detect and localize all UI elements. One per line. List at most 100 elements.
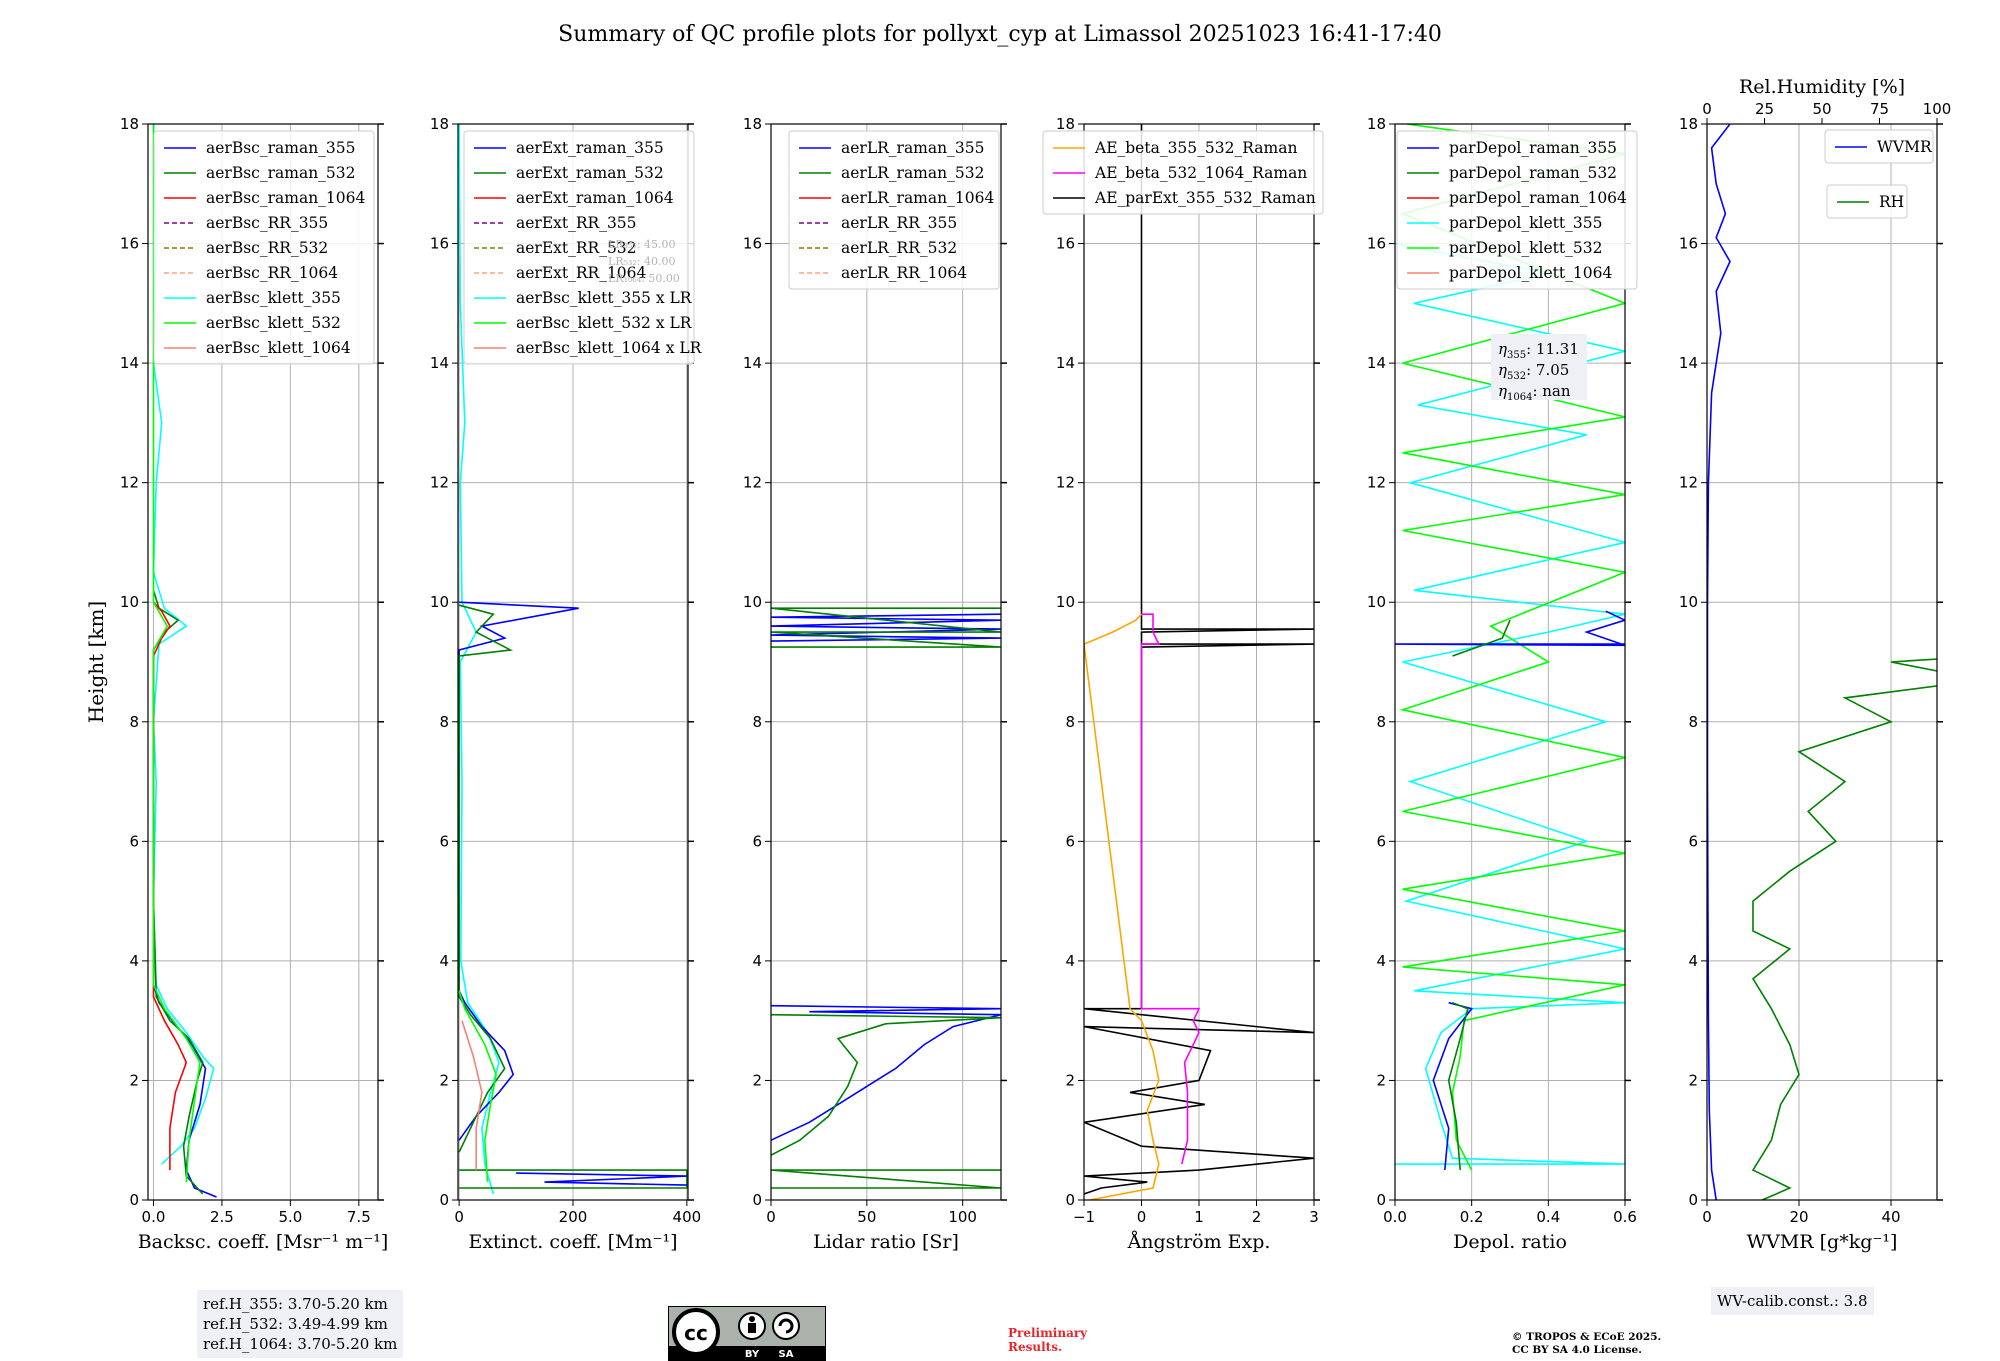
legend-entry: aerLR_RR_532 xyxy=(841,239,957,257)
y-tick-label: 16 xyxy=(743,235,762,253)
x-tick-label: 3 xyxy=(1309,1208,1319,1226)
x-axis-label: Depol. ratio xyxy=(1453,1231,1567,1253)
y-tick-label: 14 xyxy=(743,354,762,372)
figure-title: Summary of QC profile plots for pollyxt_… xyxy=(0,22,2000,47)
y-tick-label: 12 xyxy=(1367,474,1386,492)
x-axis-label: Ångström Exp. xyxy=(1127,1231,1271,1253)
y-tick-label: 0 xyxy=(1065,1191,1075,1209)
x-axis-label: Backsc. coeff. [Msr⁻¹ m⁻¹] xyxy=(138,1231,389,1253)
legend: parDepol_raman_355parDepol_raman_532parD… xyxy=(1397,131,1637,289)
copyright-line-2: CC BY SA 4.0 License. xyxy=(1512,1344,1661,1357)
x-tick-label: 2 xyxy=(1252,1208,1262,1226)
top-x-tick-label: 0 xyxy=(1702,100,1712,118)
y-tick-label: 4 xyxy=(1376,952,1386,970)
series-group xyxy=(771,608,1001,1188)
x-tick-label: 0.2 xyxy=(1460,1208,1484,1226)
x-tick-label: 7.5 xyxy=(347,1208,371,1226)
top-x-tick-label: 100 xyxy=(1923,100,1952,118)
wv-calibration-box: WV-calib.const.: 3.8 xyxy=(1711,1287,1874,1315)
y-tick-label: 16 xyxy=(1679,235,1698,253)
lidar-ratio-note: LR₁₀₆₄: 50.00 xyxy=(608,272,680,285)
legend-entry: RH xyxy=(1879,193,1904,211)
x-tick-label: 2.5 xyxy=(210,1208,234,1226)
x-tick-label: 1 xyxy=(1194,1208,1204,1226)
y-tick-label: 18 xyxy=(1679,115,1698,133)
y-tick-label: 16 xyxy=(430,235,449,253)
y-tick-label: 6 xyxy=(752,832,762,850)
legend-entry: aerBsc_klett_532 xyxy=(206,314,341,332)
y-tick-label: 10 xyxy=(1679,593,1698,611)
legend-entry: aerBsc_RR_1064 xyxy=(206,264,338,282)
legend-entry: aerBsc_raman_532 xyxy=(206,164,356,182)
legend-entry: parDepol_klett_355 xyxy=(1449,214,1602,232)
series-RH xyxy=(1753,572,2000,1200)
y-tick-label: 16 xyxy=(120,235,139,253)
legend-entry: aerBsc_klett_355 xyxy=(206,289,341,307)
x-tick-label: −1 xyxy=(1073,1208,1095,1226)
series-aerLR_raman_532 xyxy=(771,1015,1001,1155)
y-tick-label: 14 xyxy=(1679,354,1698,372)
y-tick-label: 18 xyxy=(1056,115,1075,133)
y-tick-label: 0 xyxy=(1688,1191,1698,1209)
series-aerBsc_raman_532 xyxy=(154,590,203,1194)
y-tick-label: 18 xyxy=(120,115,139,133)
y-tick-label: 12 xyxy=(430,474,449,492)
legend-entry: aerExt_raman_1064 xyxy=(516,189,674,207)
y-tick-label: 10 xyxy=(430,593,449,611)
y-tick-label: 8 xyxy=(439,713,449,731)
x-tick-label: 0.6 xyxy=(1613,1208,1637,1226)
x-tick-label: 40 xyxy=(1881,1208,1900,1226)
x-tick-label: 0.4 xyxy=(1536,1208,1560,1226)
y-tick-label: 10 xyxy=(120,593,139,611)
x-tick-label: 200 xyxy=(559,1208,588,1226)
x-tick-label: 0 xyxy=(1137,1208,1147,1226)
legend-entry: aerExt_raman_355 xyxy=(516,139,664,157)
y-tick-label: 10 xyxy=(1367,593,1386,611)
y-tick-label: 2 xyxy=(439,1071,449,1089)
ref-height-532: ref.H_532: 3.49-4.99 km xyxy=(203,1314,397,1334)
y-tick-label: 16 xyxy=(1367,235,1386,253)
y-tick-label: 14 xyxy=(430,354,449,372)
series-AE_beta_355_532_Raman xyxy=(1084,614,1159,1200)
series-aerExt_raman_355 xyxy=(459,602,579,1140)
y-tick-label: 16 xyxy=(1056,235,1075,253)
y-tick-label: 2 xyxy=(1065,1071,1075,1089)
y-tick-label: 14 xyxy=(1056,354,1075,372)
y-tick-label: 2 xyxy=(1688,1071,1698,1089)
series-WVMR xyxy=(1708,124,1731,1200)
copyright-note: © TROPOS & ECoE 2025. CC BY SA 4.0 Licen… xyxy=(1512,1331,1661,1357)
ref-height-1064: ref.H_1064: 3.70-5.20 km xyxy=(203,1334,397,1354)
top-x-tick-label: 25 xyxy=(1755,100,1774,118)
y-tick-label: 2 xyxy=(129,1071,139,1089)
legend-entry: aerBsc_klett_1064 xyxy=(206,339,351,357)
series-aerExt_raman_532 xyxy=(459,605,510,1152)
series-aerBsc_raman_1064 xyxy=(154,602,187,1170)
top-x-axis-label: Rel.Humidity [%] xyxy=(1739,76,1905,98)
legend-entry: parDepol_klett_532 xyxy=(1449,239,1602,257)
top-x-tick-label: 50 xyxy=(1812,100,1831,118)
y-tick-label: 18 xyxy=(1367,115,1386,133)
y-tick-label: 4 xyxy=(1065,952,1075,970)
x-tick-label: 0.0 xyxy=(142,1208,166,1226)
y-tick-label: 0 xyxy=(439,1191,449,1209)
series-parDepol_raman_532 xyxy=(1449,1003,1468,1170)
x-tick-label: 0.0 xyxy=(1383,1208,1407,1226)
y-tick-label: 14 xyxy=(120,354,139,372)
y-tick-label: 18 xyxy=(743,115,762,133)
legend-entry: parDepol_raman_532 xyxy=(1449,164,1617,182)
x-axis-label: Lidar ratio [Sr] xyxy=(813,1231,959,1253)
y-tick-label: 8 xyxy=(1065,713,1075,731)
series-aerExt_spike355 xyxy=(516,1173,687,1185)
y-tick-label: 4 xyxy=(752,952,762,970)
copyright-line-1: © TROPOS & ECoE 2025. xyxy=(1512,1331,1661,1344)
reference-height-box: ref.H_355: 3.70-5.20 km ref.H_532: 3.49-… xyxy=(197,1290,403,1358)
preliminary-line-2: Results. xyxy=(1008,1340,1087,1354)
legend-wvmr: WVMR xyxy=(1825,130,1933,163)
y-tick-label: 8 xyxy=(1688,713,1698,731)
legend-entry: AE_beta_355_532_Raman xyxy=(1094,139,1297,157)
legend-entry: aerBsc_raman_355 xyxy=(206,139,356,157)
